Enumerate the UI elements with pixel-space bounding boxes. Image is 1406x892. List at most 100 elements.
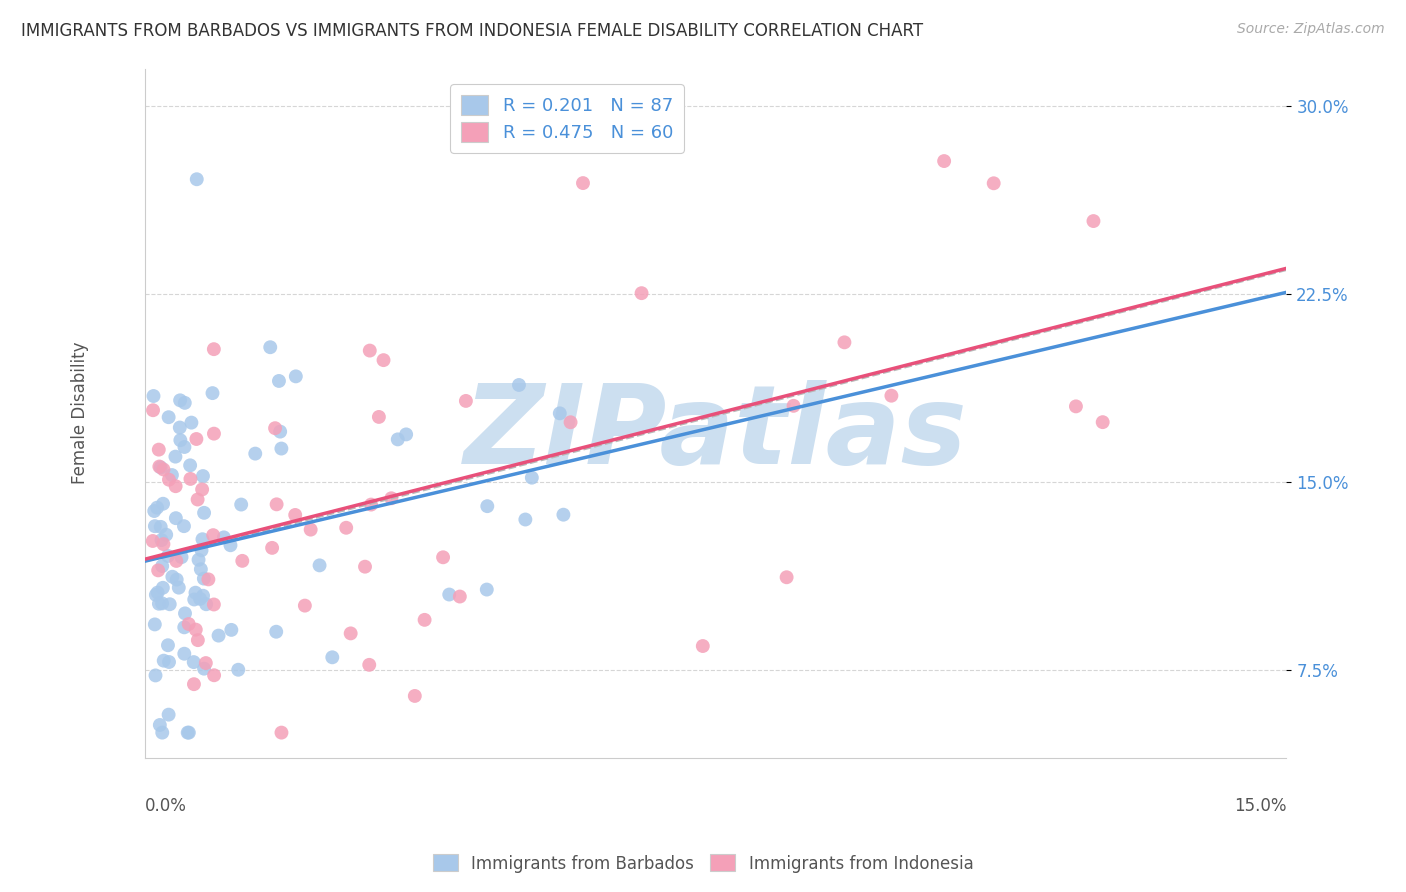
Point — [142, 533, 165, 548]
Point — [146, 585, 169, 599]
Point — [150, 725, 173, 739]
Point — [188, 591, 211, 606]
Point — [149, 520, 172, 534]
Point — [143, 504, 166, 518]
Point — [454, 393, 477, 408]
Point — [143, 617, 166, 632]
Point — [169, 433, 191, 447]
Point — [264, 624, 287, 639]
Point — [270, 725, 292, 739]
Point — [932, 154, 955, 169]
Point — [143, 519, 166, 533]
Point — [380, 491, 402, 506]
Point — [1064, 400, 1087, 414]
Point — [294, 599, 316, 613]
Point — [207, 629, 229, 643]
Point — [270, 442, 292, 456]
Point — [266, 497, 288, 511]
Point — [212, 530, 235, 544]
Point — [157, 655, 180, 669]
Point — [339, 626, 361, 640]
Point — [150, 559, 173, 574]
Point — [449, 590, 471, 604]
Legend: Immigrants from Barbados, Immigrants from Indonesia: Immigrants from Barbados, Immigrants fro… — [426, 847, 980, 880]
Point — [202, 528, 225, 542]
Point — [165, 450, 187, 464]
Point — [197, 573, 219, 587]
Point — [259, 340, 281, 354]
Point — [157, 473, 180, 487]
Point — [150, 596, 173, 610]
Point — [202, 598, 225, 612]
Point — [269, 425, 291, 439]
Point — [520, 471, 543, 485]
Text: IMMIGRANTS FROM BARBADOS VS IMMIGRANTS FROM INDONESIA FEMALE DISABILITY CORRELAT: IMMIGRANTS FROM BARBADOS VS IMMIGRANTS F… — [21, 22, 924, 40]
Point — [167, 581, 190, 595]
Point — [299, 523, 322, 537]
Point — [186, 172, 208, 186]
Point — [156, 549, 179, 563]
Point — [156, 638, 179, 652]
Point — [262, 541, 284, 555]
Point — [173, 519, 195, 533]
Point — [148, 459, 170, 474]
Point — [202, 668, 225, 682]
Point — [267, 374, 290, 388]
Point — [183, 592, 205, 607]
Point — [184, 585, 207, 599]
Point — [395, 427, 418, 442]
Point — [373, 353, 395, 368]
Point — [553, 508, 575, 522]
Point — [226, 663, 249, 677]
Point — [413, 613, 436, 627]
Point — [183, 655, 205, 669]
Point — [548, 406, 571, 420]
Point — [152, 537, 174, 551]
Point — [152, 462, 174, 476]
Point — [190, 562, 212, 576]
Point — [439, 588, 461, 602]
Legend: R = 0.201   N = 87, R = 0.475   N = 60: R = 0.201 N = 87, R = 0.475 N = 60 — [450, 85, 683, 153]
Point — [515, 512, 537, 526]
Point — [165, 479, 187, 493]
Point — [190, 543, 212, 558]
Point — [231, 498, 253, 512]
Point — [159, 597, 181, 611]
Point — [179, 472, 201, 486]
Point — [194, 656, 217, 670]
Point — [191, 533, 214, 547]
Point — [195, 597, 218, 611]
Point — [221, 623, 243, 637]
Point — [173, 620, 195, 634]
Point — [692, 639, 714, 653]
Point — [193, 662, 215, 676]
Point — [157, 410, 180, 425]
Point — [173, 396, 195, 410]
Point — [193, 506, 215, 520]
Point — [335, 521, 357, 535]
Point — [187, 553, 209, 567]
Point — [174, 607, 197, 621]
Point — [360, 498, 382, 512]
Point — [170, 550, 193, 565]
Point — [475, 582, 498, 597]
Point — [149, 718, 172, 732]
Text: ZIPatlas: ZIPatlas — [464, 380, 967, 487]
Point — [142, 403, 165, 417]
Point — [572, 176, 595, 190]
Point — [201, 386, 224, 401]
Point — [359, 657, 381, 672]
Point — [177, 617, 200, 632]
Point — [354, 559, 377, 574]
Point — [308, 558, 330, 573]
Point — [284, 369, 307, 384]
Point — [173, 647, 195, 661]
Point — [321, 650, 343, 665]
Point — [219, 538, 242, 552]
Point — [404, 689, 426, 703]
Point — [202, 426, 225, 441]
Point — [359, 343, 381, 358]
Point — [179, 458, 201, 473]
Text: 0.0%: 0.0% — [145, 797, 187, 814]
Point — [169, 393, 191, 408]
